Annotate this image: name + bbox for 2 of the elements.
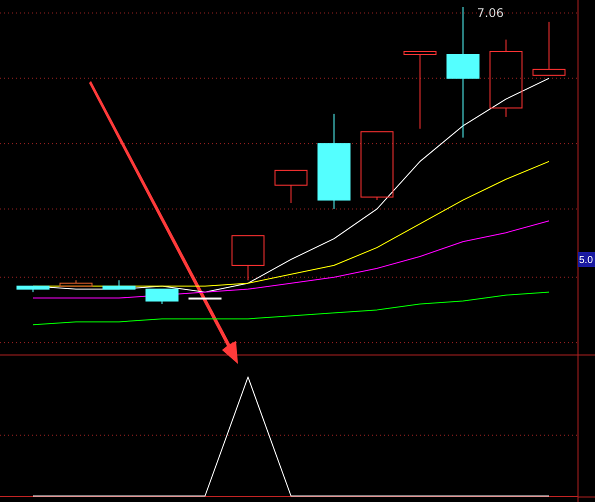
annotation: 7.06: [477, 6, 504, 20]
text: 5.0: [579, 255, 594, 266]
